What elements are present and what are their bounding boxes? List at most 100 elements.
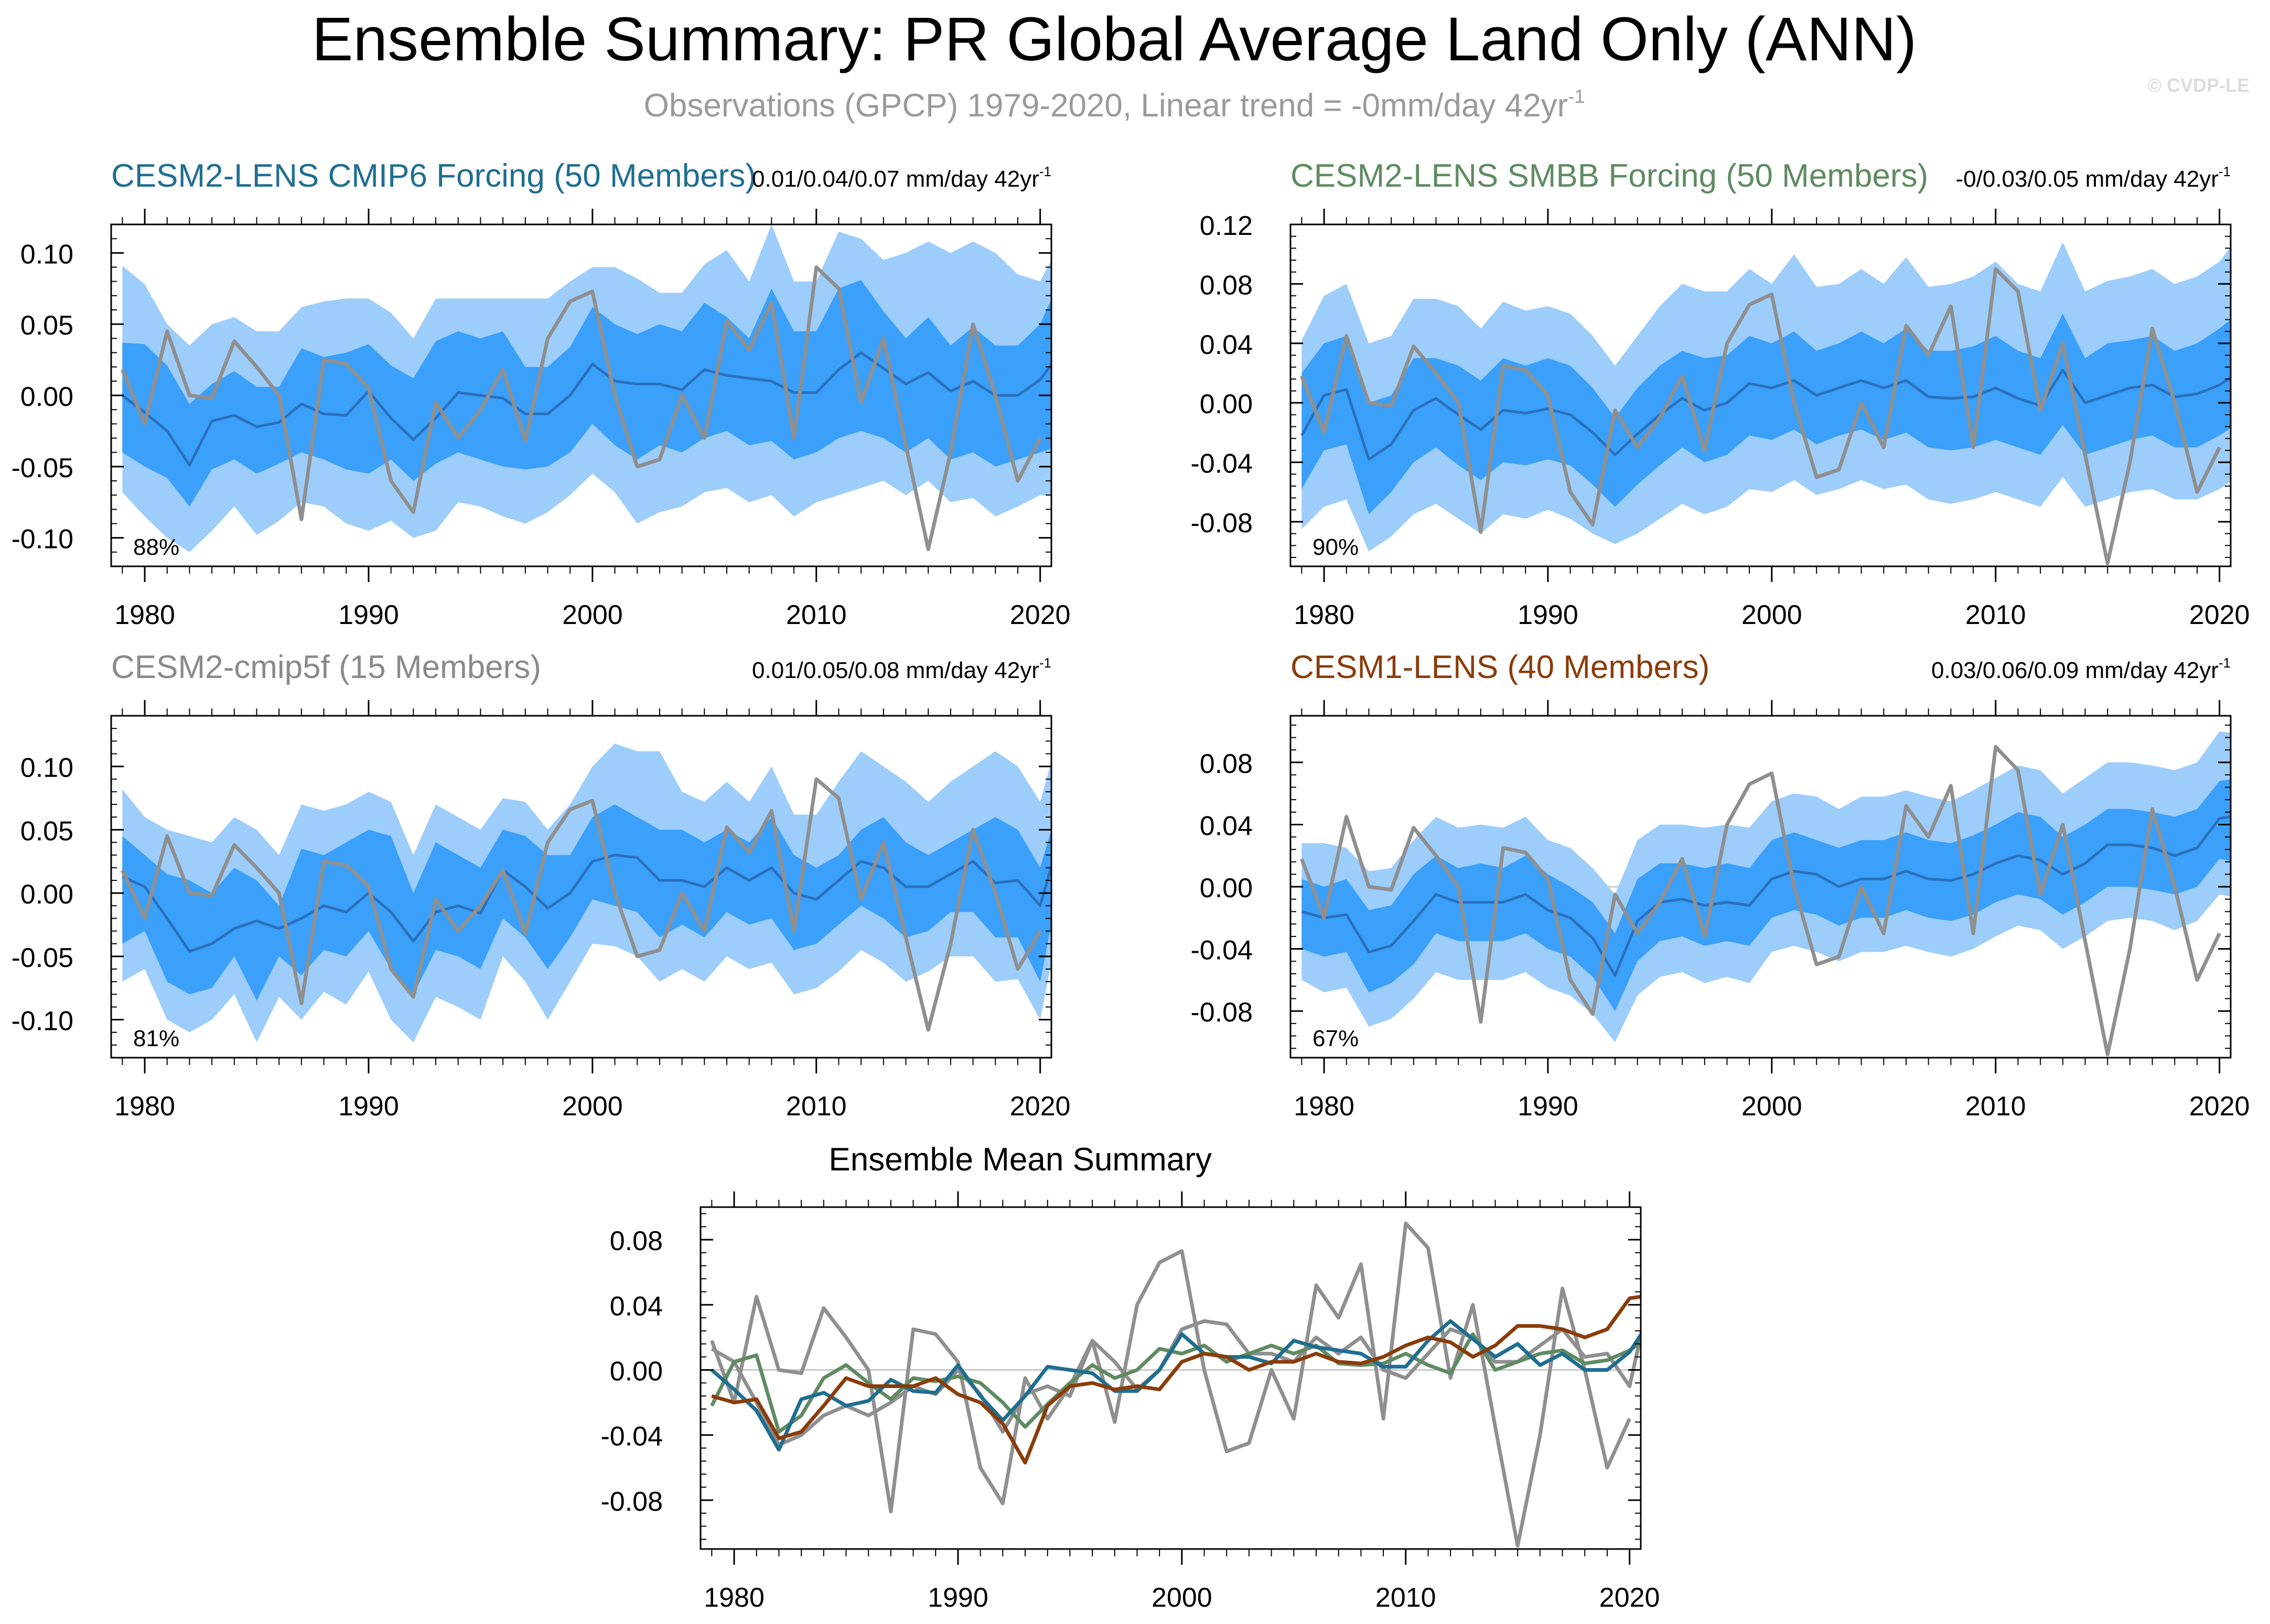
plot-area [111,224,1051,552]
y-tick-label: 0.10 [20,239,73,270]
y-tick-label: 0.08 [1200,270,1253,300]
x-tick-label: 1990 [928,1583,988,1613]
panel-percent: 81% [133,1026,179,1051]
y-tick-label: -0.10 [11,1006,73,1037]
x-tick-label: 1980 [114,600,175,630]
x-tick-label: 1980 [1294,1091,1354,1122]
x-tick-label: 2020 [1010,600,1071,630]
x-tick-label: 2000 [1152,1583,1212,1613]
series-line-0 [710,1221,1631,1548]
panel-percent: 88% [133,534,179,560]
x-tick-label: 1990 [338,1091,399,1122]
y-tick-label: -0.05 [11,453,73,483]
series-line-2 [710,1332,1641,1434]
y-tick-label: 0.05 [20,310,73,341]
y-tick-label: 0.05 [20,816,73,846]
y-tick-label: -0.08 [1190,997,1253,1028]
x-tick-label: 1980 [1294,600,1354,630]
y-tick-label: 0.04 [1200,811,1253,841]
y-tick-label: 0.04 [610,1291,663,1321]
y-tick-label: 0.00 [610,1356,663,1386]
x-tick-label: 1990 [1518,600,1578,630]
panel-trend-main: 0.03/0.06/0.09 mm/day 42yr [1931,658,2219,683]
x-tick-label: 2000 [1741,600,1802,630]
inner-spread-band [122,279,1051,507]
panels: -0.10 -0.05 0.00 0.05 0.10 1980 1990 2000 2010 20… [11,158,2250,1613]
figure-subtitle-sup: -1 [1568,85,1585,107]
ensemble-mean-line [122,854,1051,953]
panel-title: CESM2-cmip5f (15 Members) [111,649,541,685]
panel-title: CESM1-LENS (40 Members) [1290,649,1709,685]
y-tick-label: -0.05 [11,943,73,973]
panel-percent: 67% [1312,1026,1359,1051]
panel-trend-main: -0/0.03/0.05 mm/day 42yr [1956,166,2219,192]
y-tick-label: 0.08 [610,1226,663,1256]
plot-area [1290,242,2231,565]
y-tick-label: -0.04 [600,1422,663,1452]
inner-spread-band [1301,779,2231,1012]
x-tick-label: 1990 [338,600,399,630]
x-tick-label: 1980 [704,1583,765,1613]
y-tick-label: -0.04 [1190,935,1253,966]
y-tick-label: -0.10 [11,524,73,555]
x-tick-label: 2020 [1599,1583,1660,1613]
y-tick-label: -0.08 [1190,508,1253,539]
plot-frame [110,715,1052,1059]
panel-trend: 0.01/0.05/0.08 mm/day 42yr-1 [752,655,1051,683]
x-tick-label: 2010 [1965,1091,2026,1122]
panel-percent: 90% [1312,534,1359,560]
x-tick-label: 2020 [2189,600,2250,630]
x-tick-label: 2020 [2189,1091,2250,1122]
figure-subtitle-main: Observations (GPCP) 1979-2020, Linear tr… [644,88,1568,124]
panel-trend-main: 0.01/0.05/0.08 mm/day 42yr [752,658,1039,683]
ensemble-mean-line [1301,815,2231,977]
x-tick-label: 2020 [1010,1091,1071,1122]
panel-trend-sup: -1 [1039,655,1051,671]
y-tick-label: -0.04 [1190,449,1253,479]
panel-trend-sup: -1 [1039,164,1051,179]
panel-title: Ensemble Mean Summary [829,1142,1212,1178]
y-tick-label: 0.00 [20,382,73,412]
y-tick-label: 0.08 [1200,749,1253,779]
panel-trend-sup: -1 [2219,655,2231,671]
y-tick-label: 0.12 [1200,211,1253,241]
x-tick-label: 1980 [114,1091,175,1122]
y-tick-label: 0.00 [1200,389,1253,420]
plot-area [1290,731,2231,1057]
panel-trend-main: 0.01/0.04/0.07 mm/day 42yr [752,166,1039,192]
watermark: © CVDP-LE [2147,74,2250,96]
observations-line [1300,745,2221,1057]
figure-subtitle: Observations (GPCP) 1979-2020, Linear tr… [644,85,1585,124]
observations-line [121,265,1042,551]
plot-area [701,1221,1641,1548]
series-line-4 [711,1295,1641,1465]
y-tick-label: -0.08 [600,1487,663,1517]
x-tick-label: 2000 [562,600,623,630]
panel-trend-sup: -1 [2219,164,2231,179]
observations-line [121,777,1042,1032]
y-tick-label: 0.00 [1200,873,1253,904]
panel-cesm2-cmip5f: -0.10 -0.05 0.00 0.05 0.10 1980 1990 2000 2010 20… [11,649,1070,1122]
figure-title: Ensemble Summary: PR Global Average Land… [312,5,1917,74]
y-tick-label: 0.10 [20,753,73,783]
x-tick-label: 2010 [786,600,847,630]
y-tick-label: 0.00 [20,879,73,910]
series-line-3 [711,1319,1641,1452]
panel-trend: 0.03/0.06/0.09 mm/day 42yr-1 [1931,655,2231,683]
panel-ensemble-mean-summary: -0.08 -0.04 0.00 0.04 0.08 1980 1990 2000 2010 20… [600,1142,1660,1613]
plot-area [111,744,1051,1042]
plot-frame [700,1206,1642,1550]
x-tick-label: 2010 [1375,1583,1436,1613]
inner-spread-band [122,804,1051,1001]
ensemble-mean-line [1300,369,2231,461]
series-line-1 [711,1319,1641,1447]
observations-line [1300,267,2221,565]
x-tick-label: 1990 [1518,1091,1578,1122]
x-tick-label: 2000 [1741,1091,1802,1122]
panel-trend: -0/0.03/0.05 mm/day 42yr-1 [1956,164,2231,192]
panel-title: CESM2-LENS CMIP6 Forcing (50 Members) [111,158,756,194]
panel-cesm1-lens: -0.08 -0.04 0.00 0.04 0.08 1980 1990 2000 2010 20… [1190,649,2250,1122]
plot-frame [1289,223,2232,567]
panel-title: CESM2-LENS SMBB Forcing (50 Members) [1290,158,1928,194]
